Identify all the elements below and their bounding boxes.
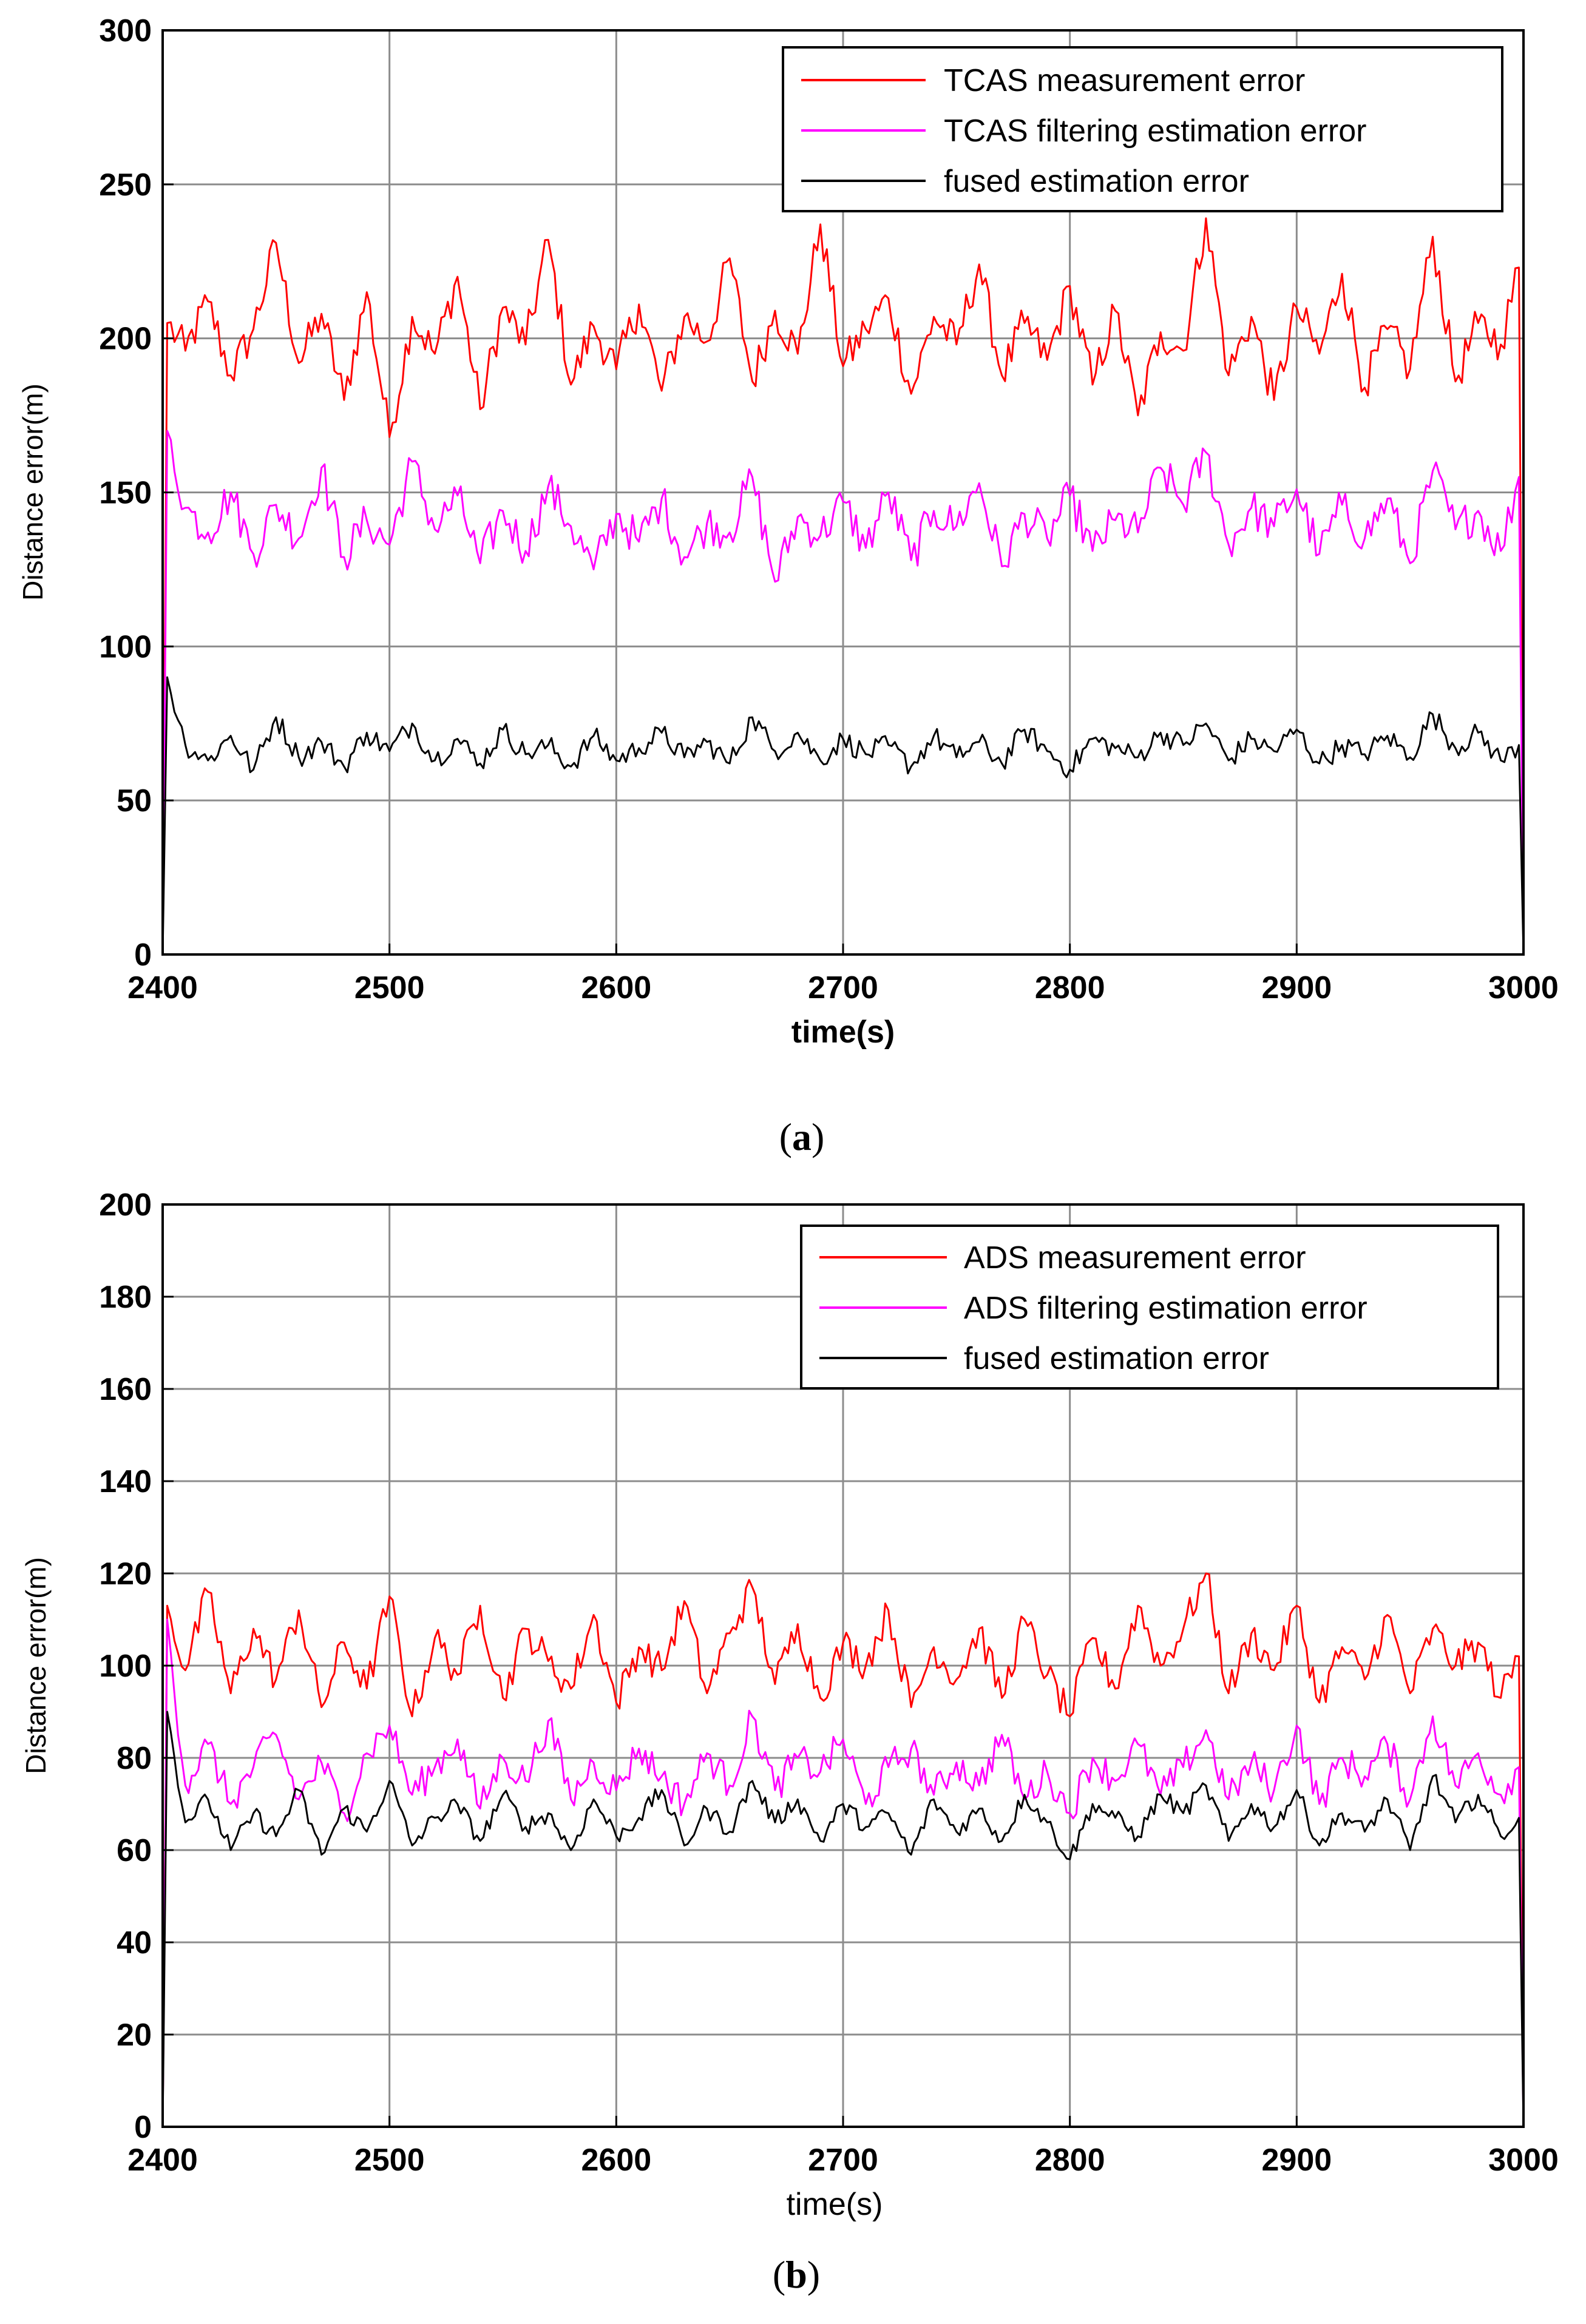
chart-a-xtick-label-5: 2900 [1261,970,1332,1005]
chart-b-xtick-label-1: 2500 [354,2143,425,2178]
chart-a-xtick-label-1: 2500 [354,970,425,1005]
chart-b-series-0-line [161,1572,1525,2127]
chart-b-ytick-label-4: 80 [117,1741,152,1776]
chart-b-legend-label-0: ADS measurement error [964,1240,1306,1275]
chart-a-ytick-label-4: 200 [99,322,152,357]
chart-a-xlabel: time(s) [791,1015,895,1050]
chart-b-ytick-label-9: 180 [99,1280,152,1315]
chart-b-caption: (b) [773,2253,820,2296]
chart-a-ytick-label-3: 150 [99,476,152,511]
chart-a-series-2-line [161,676,1525,955]
chart-a-series-0-line [161,217,1525,955]
chart-b-ytick-label-10: 200 [99,1187,152,1223]
chart-b-ytick-label-2: 40 [117,1925,152,1961]
chart-b-ytick-label-7: 140 [99,1464,152,1499]
chart-b-series-2-line [161,1711,1525,2127]
chart-b-xtick-label-2: 2600 [581,2143,651,2178]
chart-a-xtick-label-3: 2700 [808,970,878,1005]
chart-b-ytick-label-1: 20 [117,2018,152,2053]
chart-b-series-1-line [161,1618,1525,2127]
chart-b-ticks: 2400 2500 2600 2700 2800 2900 3000 0 20 40 60 80 100… [99,1187,1559,2178]
chart-b-xtick-label-3: 2700 [808,2143,878,2178]
chart-a-series-1-line [161,430,1525,955]
chart-a-ticks: 2400 2500 2600 2700 2800 2900 3000 0 50 100 150 200… [99,13,1559,1005]
chart-a-legend-label-1: TCAS filtering estimation error [944,113,1366,149]
chart-b-ytick-label-3: 60 [117,1833,152,1868]
chart-b-ytick-label-5: 100 [99,1649,152,1684]
chart-b-xtick-label-4: 2800 [1035,2143,1105,2178]
chart-a-ytick-label-5: 250 [99,167,152,203]
chart-b-legend-label-1: ADS filtering estimation error [964,1291,1367,1326]
chart-a-ytick-label-1: 50 [117,783,152,819]
chart-a-xtick-label-0: 2400 [127,970,198,1005]
chart-a-legend-label-0: TCAS measurement error [944,63,1305,98]
chart-b-legend: ADS measurement error ADS filtering esti… [800,1224,1499,1390]
chart-a-legend: TCAS measurement error TCAS filtering es… [782,46,1503,212]
chart-b-xtick-label-0: 2400 [127,2143,198,2178]
chart-b-xlabel: time(s) [787,2187,883,2222]
chart-a-xtick-label-6: 3000 [1488,970,1559,1005]
chart-a-ytick-label-2: 100 [99,629,152,664]
chart-a: 2400 2500 2600 2700 2800 2900 3000 0 50 100 150 200… [17,13,1559,1158]
chart-b-xtick-label-6: 3000 [1488,2143,1559,2178]
chart-b-ylabel: Distance error(m) [20,1557,52,1774]
chart-b-ytick-label-8: 160 [99,1372,152,1407]
chart-b-xtick-label-5: 2900 [1261,2143,1332,2178]
chart-b-series [161,1572,1525,2127]
chart-b-legend-label-2: fused estimation error [964,1341,1269,1376]
chart-a-xtick-label-2: 2600 [581,970,651,1005]
chart-a-caption: (a) [779,1115,825,1158]
chart-b: 2400 2500 2600 2700 2800 2900 3000 0 20 40 60 80 100… [20,1187,1559,2296]
chart-a-legend-label-2: fused estimation error [944,164,1249,199]
chart-a-ytick-label-0: 0 [134,937,152,973]
chart-a-xtick-label-4: 2800 [1035,970,1105,1005]
chart-b-ytick-label-0: 0 [134,2110,152,2145]
chart-a-ylabel: Distance error(m) [17,383,49,601]
chart-a-ytick-label-6: 300 [99,13,152,49]
chart-a-series [161,217,1525,955]
chart-b-ytick-label-6: 120 [99,1556,152,1592]
